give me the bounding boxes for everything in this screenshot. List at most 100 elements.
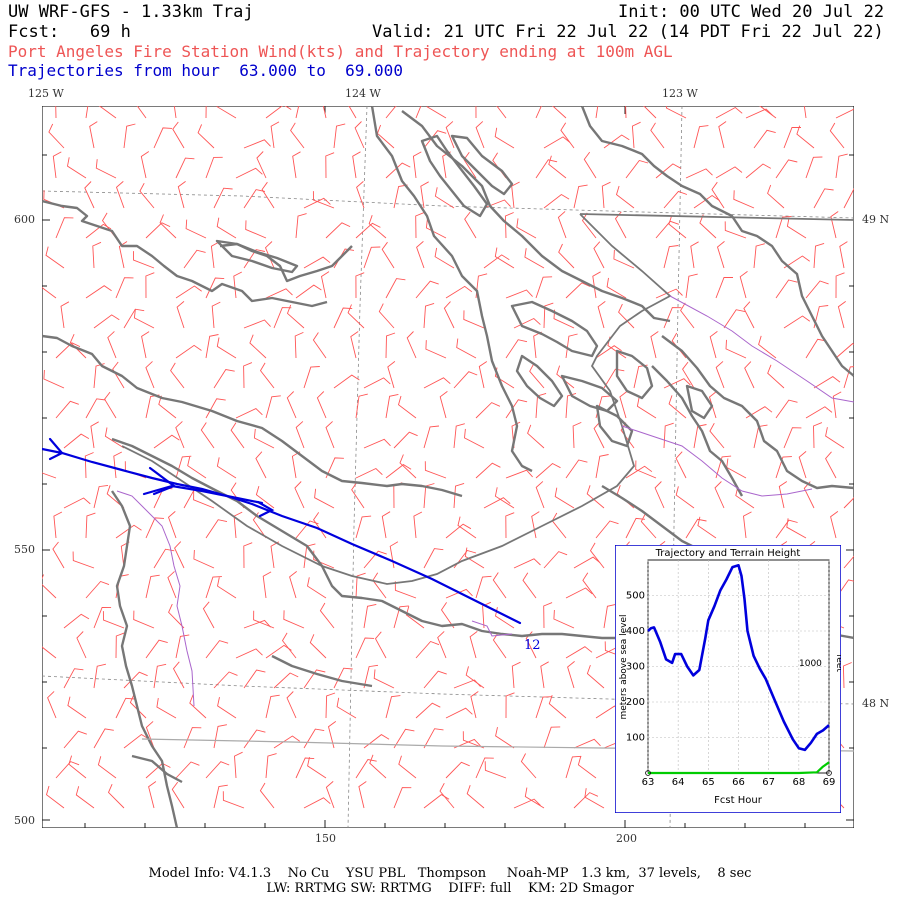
wind-barb: [412, 151, 422, 179]
forecast-hour: Fcst: 69 h: [8, 22, 131, 42]
wind-barb: [425, 340, 447, 359]
wind-barb: [175, 285, 202, 299]
wind-barb: [445, 285, 473, 299]
wind-barb: [573, 792, 599, 809]
wind-barb: [586, 664, 605, 689]
inset-x-tick-label: 65: [702, 777, 715, 788]
wind-barb: [832, 391, 842, 419]
lon-label-123w: 123 W: [662, 87, 698, 100]
wind-barb: [531, 511, 540, 539]
wind-barb: [265, 288, 293, 299]
wind-barb: [348, 106, 357, 119]
wind-barb: [281, 632, 297, 659]
footer-model-info: Model Info: V4.1.3 No Cu YSU PBL Thompso…: [148, 866, 752, 881]
wind-barb: [333, 123, 346, 149]
init-time: Init: 00 UTC Wed 20 Jul 22: [618, 2, 885, 22]
wind-barb: [175, 344, 202, 359]
wind-barb: [356, 181, 365, 209]
wind-barb: [581, 212, 597, 239]
wind-barb: [253, 610, 275, 629]
wind-barb: [175, 421, 185, 449]
wind-barb: [265, 753, 277, 779]
wind-barb: [505, 469, 533, 479]
wind-barb: [543, 726, 561, 749]
valid-time: Valid: 21 UTC Fri 22 Jul 22 (14 PDT Fri …: [372, 22, 884, 42]
wind-barb: [153, 548, 175, 569]
wind-barb: [312, 332, 327, 359]
wind-barb: [112, 361, 125, 389]
wind-barb: [586, 485, 605, 509]
wind-barb: [415, 640, 440, 659]
wind-barb: [625, 517, 646, 539]
wind-barb: [690, 241, 699, 269]
wind-barb: [783, 127, 801, 149]
wind-barb: [325, 692, 336, 719]
wind-barb: [140, 151, 150, 179]
wind-barb: [668, 215, 687, 239]
wind-barb: [565, 282, 591, 299]
wind-barb: [437, 631, 447, 659]
wind-barb: [495, 727, 515, 749]
wind-barb: [663, 245, 679, 269]
wind-barb: [259, 362, 275, 389]
wind-barb: [494, 607, 515, 629]
wind-barb: [205, 156, 223, 179]
wind-barb: [213, 784, 228, 809]
wind-barb: [354, 121, 365, 149]
wind-barb: [505, 399, 528, 419]
wind-barb: [475, 462, 501, 479]
wind-barb: [505, 289, 533, 299]
wind-barb: [423, 548, 444, 569]
wind-barb: [415, 106, 422, 119]
wind-barb: [387, 361, 396, 389]
wind-barb: [693, 194, 720, 209]
wind-barb: [535, 481, 545, 509]
wind-barb: [385, 393, 399, 419]
wind-barb: [597, 301, 606, 329]
inset-y-tick-label: 300: [626, 662, 645, 673]
wind-barb: [333, 307, 353, 329]
wind-barb: [595, 106, 599, 119]
wind-barb: [290, 122, 305, 149]
wind-barb: [230, 422, 245, 449]
wind-barb: [625, 106, 627, 119]
wind-barb: [735, 486, 755, 509]
wind-barb: [168, 603, 185, 629]
wind-barb: [415, 702, 441, 719]
wind-barb: [374, 631, 387, 659]
inset-plot-area: 63 64 65 66 67 68 69 100 200 300 400 500: [626, 559, 835, 788]
wind-barb: [465, 666, 485, 689]
wind-barb: [136, 106, 147, 119]
wind-barb: [775, 215, 792, 239]
wind-barb: [475, 121, 485, 149]
wind-barb: [453, 371, 478, 389]
wind-barb: [524, 248, 545, 269]
terrain-endpoint-marker: [645, 770, 651, 776]
wind-barb: [303, 197, 331, 209]
wind-barb: [423, 302, 435, 329]
wind-barb: [93, 728, 114, 749]
wind-barb: [385, 332, 396, 359]
wind-barb: [618, 303, 635, 329]
inset-series: [645, 563, 832, 776]
wind-barb: [767, 184, 785, 209]
wind-barb: [352, 151, 361, 179]
wind-barb: [494, 487, 515, 509]
wind-barb: [783, 255, 810, 269]
inset-y-ticks: 100 200 300 400 500: [626, 591, 645, 744]
wind-barb: [685, 518, 707, 539]
wind-barb: [423, 794, 450, 809]
wind-barb: [573, 738, 601, 749]
wind-barb: [253, 428, 275, 449]
wind-barb: [680, 302, 695, 329]
wind-barb: [543, 602, 553, 629]
wind-barb: [153, 434, 180, 449]
wind-barb: [183, 727, 202, 749]
wind-barb: [445, 523, 472, 539]
wind-barb: [52, 541, 65, 569]
trajectories: [42, 437, 522, 625]
wind-barb: [102, 611, 125, 629]
wind-barb: [85, 223, 112, 239]
wind-barb: [675, 451, 687, 479]
wind-barb: [283, 610, 305, 629]
